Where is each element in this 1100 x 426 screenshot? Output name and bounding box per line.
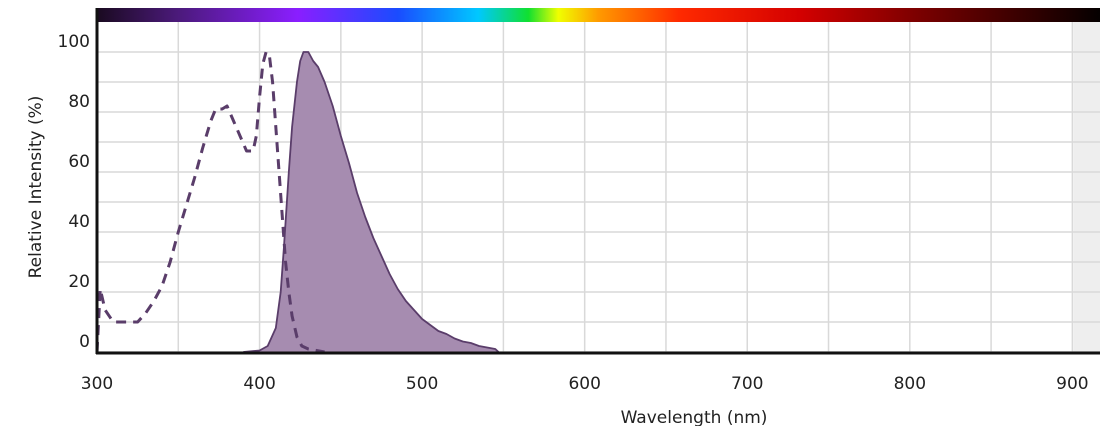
line	[243, 51, 500, 353]
area	[243, 52, 499, 352]
x-tick-label: 900	[1056, 374, 1088, 394]
y-axis-label: Relative Intensity (%)	[26, 96, 46, 279]
y-tick-label: 100	[58, 32, 90, 52]
y-tick-label: 40	[68, 212, 90, 232]
line	[95, 50, 325, 354]
x-tick-label: 800	[894, 374, 926, 394]
plot	[95, 50, 500, 354]
x-tick-label: 500	[406, 374, 438, 394]
y-tick-label: 80	[68, 92, 90, 112]
x-tick-label: 700	[731, 374, 763, 394]
grid	[96, 22, 1100, 353]
y-tick-label: 0	[79, 332, 90, 352]
x-tick-label: 300	[81, 374, 113, 394]
spectrum-bar	[97, 8, 1100, 22]
x-tick-label: 600	[568, 374, 600, 394]
x-axis-label: Wavelength (nm)	[621, 408, 768, 426]
out-of-range	[1073, 22, 1100, 352]
y-tick-label: 20	[68, 272, 90, 292]
x-tick-label: 400	[243, 374, 275, 394]
y-tick-label: 60	[68, 152, 90, 172]
